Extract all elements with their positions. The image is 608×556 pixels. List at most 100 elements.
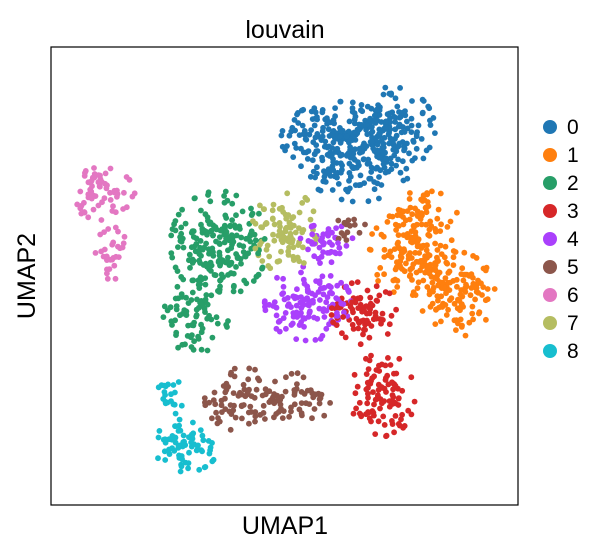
cluster-0-point [384,111,391,118]
cluster-4-point [275,319,282,325]
cluster-0-point [368,164,375,171]
cluster-0-point [371,112,378,119]
cluster-0-point [394,103,401,110]
cluster-1-point [400,221,407,228]
cluster-6-point [97,231,104,238]
cluster-5-point [201,395,208,401]
cluster-2-point [189,259,196,266]
cluster-0-point [352,113,359,120]
cluster-7-point [296,209,303,216]
cluster-1-point [414,285,421,291]
cluster-2-point [218,271,225,278]
cluster-0-point [302,130,308,137]
cluster-3-point [386,321,393,328]
cluster-5-point [222,395,228,402]
cluster-8-point [188,431,195,438]
cluster-0-point [332,113,338,120]
cluster-2-point [175,344,182,351]
cluster-3-point [374,298,381,304]
cluster-1-point [454,283,460,290]
cluster-3-point [356,410,363,417]
cluster-1-point [435,206,442,213]
cluster-5-point [294,370,301,377]
cluster-2-point [187,264,193,271]
cluster-4-point [325,226,332,232]
cluster-2-point [168,232,175,239]
cluster-7-point [287,230,294,237]
cluster-1-point [412,292,419,298]
cluster-3-point [370,389,376,395]
legend-marker-0 [543,120,557,134]
cluster-3-point [376,292,383,299]
cluster-8-point [155,434,162,441]
cluster-8-point [161,448,168,455]
cluster-4-point [311,253,318,260]
cluster-6-point [98,178,105,185]
cluster-3-point [357,294,364,301]
cluster-8-point [210,456,217,463]
cluster-2-point [213,238,219,245]
cluster-2-point [253,273,260,280]
scatter-points [74,84,498,475]
cluster-2-point [209,334,216,341]
cluster-5-point [312,391,319,398]
legend-marker-6 [543,288,557,302]
cluster-6-point [99,199,105,206]
cluster-1-point [414,213,421,220]
cluster-2-point [202,281,209,288]
cluster-5-point [280,408,287,414]
cluster-4-point [288,304,294,310]
cluster-2-point [182,220,189,227]
cluster-8-point [199,432,206,439]
cluster-2-point [223,229,230,236]
cluster-1-point [470,316,476,323]
cluster-4-point [312,337,319,343]
cluster-0-point [312,134,319,141]
cluster-0-point [382,125,389,132]
cluster-3-point [368,323,375,329]
cluster-4-point [302,337,309,344]
cluster-4-point [320,241,327,248]
cluster-1-point [373,225,380,232]
cluster-1-point [442,243,449,250]
cluster-0-point [302,136,309,143]
legend-marker-5 [543,260,557,274]
cluster-3-point [379,400,385,407]
cluster-3-point [328,312,335,318]
cluster-0-point [296,132,303,139]
cluster-0-point [358,122,365,128]
cluster-5-point [253,386,260,393]
cluster-8-point [200,437,207,444]
cluster-3-point [372,309,379,316]
cluster-3-point [364,317,370,324]
cluster-3-point [360,331,366,338]
cluster-0-point [409,98,415,104]
cluster-7-point [269,207,276,214]
cluster-4-point [293,336,300,342]
cluster-1-point [484,296,491,303]
cluster-1-point [434,215,441,222]
cluster-6-point [100,253,107,260]
cluster-5-point [232,414,239,421]
cluster-8-point [161,382,168,389]
cluster-0-point [357,172,364,179]
cluster-5-point [216,418,223,425]
legend-label-2: 2 [567,172,579,195]
cluster-0-point [406,150,412,157]
cluster-2-point [212,272,219,279]
cluster-0-point [365,198,372,205]
cluster-2-point [239,208,246,215]
cluster-0-point [402,108,408,114]
cluster-3-point [372,431,379,437]
cluster-8-point [171,401,178,408]
legend-label-0: 0 [567,116,579,139]
cluster-4-point [319,273,326,280]
cluster-2-point [188,244,195,251]
chart-title: louvain [245,16,324,44]
cluster-1-point [425,251,432,258]
cluster-2-point [202,275,209,281]
cluster-0-point [360,143,366,150]
cluster-2-point [196,251,203,257]
cluster-0-point [376,174,382,180]
